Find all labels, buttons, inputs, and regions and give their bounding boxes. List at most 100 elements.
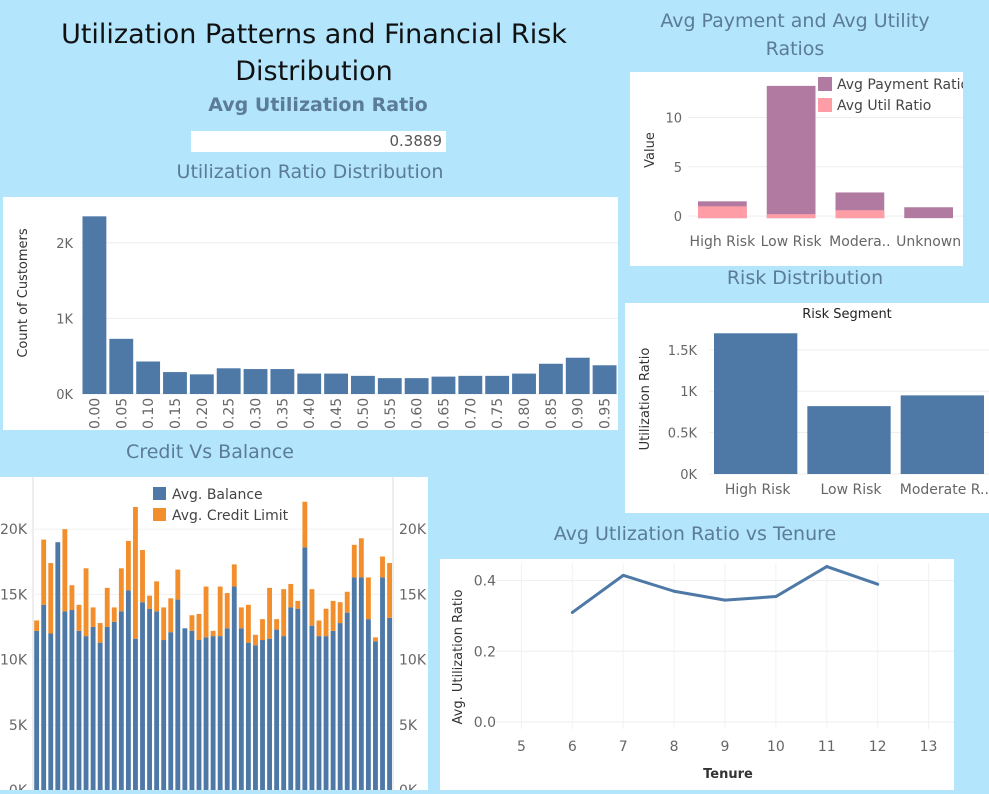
bar-avg-util-ratio: [698, 206, 747, 219]
legend-label: Avg. Balance: [172, 487, 263, 503]
x-tick-label: 12: [869, 739, 887, 755]
bar-avg-credit-limit: [373, 637, 378, 642]
credit-balance-chart: 0K 0K 5K 5K 10K 10K 15K 15K 20K 20K Avg. Balance Av…: [0, 477, 427, 794]
y-tick-label-right: 20K: [399, 522, 427, 538]
bar-avg-balance: [231, 586, 237, 790]
x-tick-label: 0.60: [410, 398, 426, 429]
y-tick-label: 1K: [56, 312, 73, 327]
bar-avg-balance: [161, 640, 167, 790]
bar: [404, 378, 429, 394]
x-tick-label: 0.05: [114, 398, 130, 429]
bar-avg-credit-limit: [337, 602, 343, 624]
x-tick-label: 10: [767, 739, 785, 755]
bar-avg-credit-limit: [260, 619, 265, 641]
bar: [324, 373, 348, 394]
y-tick-label: 5: [674, 161, 682, 176]
bar-avg-balance: [97, 642, 103, 790]
legend-swatch: [153, 487, 166, 500]
bar: [136, 361, 161, 394]
bar: [189, 374, 214, 394]
y-tick-label: 10: [665, 111, 682, 126]
bar-avg-credit-limit: [175, 569, 181, 600]
bar-avg-balance: [140, 602, 145, 790]
bar-avg-util-ratio: [835, 210, 885, 219]
bar-avg-balance: [330, 630, 336, 790]
legend-swatch: [818, 77, 832, 91]
bar: [351, 375, 375, 394]
x-tick-label: 0.35: [275, 398, 291, 429]
x-tick-label: 0.70: [463, 398, 479, 429]
bar-avg-balance: [118, 611, 124, 790]
bar-avg-credit-limit: [274, 619, 280, 630]
bar: [714, 333, 798, 474]
bar: [458, 375, 483, 394]
bar: [431, 376, 456, 394]
bar: [270, 369, 295, 394]
bar-avg-balance: [344, 612, 350, 790]
data-point: [876, 582, 880, 586]
util-distribution-title: Utilization Ratio Distribution: [176, 161, 444, 183]
kpi-title: Avg Utilization Ratio: [208, 94, 428, 116]
y-axis-label: Value: [643, 132, 658, 168]
bar-avg-credit-limit: [133, 506, 138, 639]
bar-avg-credit-limit: [76, 604, 82, 631]
bar-avg-balance: [189, 630, 195, 790]
bar-avg-credit-limit: [231, 564, 237, 587]
x-tick-label: 0.40: [302, 398, 318, 429]
bar-avg-balance: [380, 577, 385, 790]
x-tick-label: 8: [670, 739, 679, 755]
bar-avg-credit-limit: [154, 581, 160, 612]
x-tick-label: 0.25: [222, 398, 238, 429]
bar-avg-credit-limit: [104, 587, 110, 627]
bar-avg-balance: [62, 611, 68, 790]
bar-avg-balance: [154, 611, 160, 790]
bar: [538, 363, 563, 394]
bar-avg-balance: [267, 638, 272, 790]
credit-balance-title: Credit Vs Balance: [126, 441, 294, 463]
x-tick-label: Low Risk: [820, 482, 882, 498]
legend-swatch: [818, 98, 832, 112]
x-tick-label: High Risk: [690, 234, 757, 250]
x-tick-label: 0.95: [598, 398, 614, 429]
bar-avg-balance: [210, 636, 216, 790]
bar: [82, 216, 107, 394]
bar-avg-credit-limit: [48, 563, 54, 634]
y-tick-label: 0.5K: [668, 427, 698, 442]
bar-avg-credit-limit: [380, 556, 385, 578]
bar: [900, 395, 984, 474]
y-tick-label-left: 0K: [9, 783, 28, 790]
data-point: [621, 573, 625, 577]
util-distribution-chart: 0K 1K 2K 0.00 0.05 0.10 0.15 0.20 0.25 0.30 0.35 0.…: [16, 216, 618, 429]
bar-avg-balance: [76, 630, 82, 790]
bar-avg-balance: [41, 604, 47, 790]
legend-label: Avg Payment Ratio: [837, 77, 963, 93]
data-point: [825, 565, 829, 569]
bar-avg-credit-limit: [189, 615, 195, 631]
bar-avg-balance: [365, 619, 371, 790]
x-tick-label: 0.55: [383, 398, 399, 429]
bar-avg-credit-limit: [196, 613, 202, 641]
bar-avg-balance: [133, 638, 138, 790]
payment-util-title: Avg Payment and Avg Utility Ratios: [660, 10, 930, 60]
data-point: [672, 589, 676, 593]
bar-avg-credit-limit: [118, 568, 124, 612]
bar-avg-balance: [125, 590, 131, 790]
bar-avg-credit-limit: [309, 589, 315, 626]
y-tick-label: 0.4: [474, 574, 496, 590]
bar-avg-balance: [48, 633, 54, 790]
bar-avg-balance: [111, 621, 117, 790]
payment-util-chart: 0 5 10 High Risk Low Risk Modera.. Unknown Valu…: [643, 77, 969, 250]
legend-label: Avg Util Ratio: [837, 98, 931, 114]
bar-avg-credit-limit: [323, 608, 329, 637]
x-tick-label: Moderate R..: [900, 482, 989, 498]
x-tick-label: 0.30: [249, 398, 265, 429]
x-tick-label: 0.80: [517, 398, 533, 429]
bar: [109, 338, 134, 394]
bar-avg-credit-limit: [217, 586, 223, 637]
x-tick-label: 0.00: [87, 398, 103, 429]
bar-avg-balance: [373, 641, 378, 790]
x-tick-label: 0.45: [329, 398, 345, 429]
bar-avg-credit-limit: [62, 529, 68, 612]
kpi-value: 0.3889: [389, 132, 443, 150]
bar-avg-credit-limit: [210, 630, 216, 637]
